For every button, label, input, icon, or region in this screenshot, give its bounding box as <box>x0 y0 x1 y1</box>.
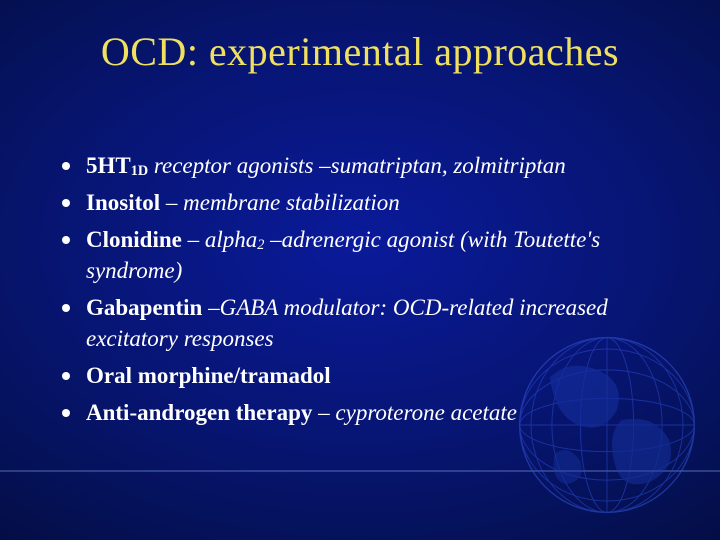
bullet-list: 5HT1D receptor agonists –sumatriptan, zo… <box>62 150 672 434</box>
slide: OCD: experimental approaches 5HT1D recep… <box>0 0 720 540</box>
bullet-rest: – membrane stabilization <box>160 190 400 215</box>
slide-title: OCD: experimental approaches <box>0 28 720 75</box>
bullet-text: 5HT1D receptor agonists –sumatriptan, zo… <box>86 150 566 181</box>
bullet-text: Inositol – membrane stabilization <box>86 187 400 218</box>
bullet-icon <box>62 372 70 380</box>
bullet-rest: – cyproterone acetate <box>312 400 517 425</box>
bullet-icon <box>62 236 70 244</box>
bullet-bold: Anti-androgen therapy <box>86 400 312 425</box>
bullet-bold: 5HT1D <box>86 153 148 178</box>
list-item: Anti-androgen therapy – cyproterone acet… <box>62 397 672 428</box>
bullet-icon <box>62 162 70 170</box>
bullet-rest: receptor agonists –sumatriptan, zolmitri… <box>148 153 566 178</box>
bullet-bold: Clonidine <box>86 227 182 252</box>
bullet-text: Gabapentin –GABA modulator: OCD-related … <box>86 292 672 354</box>
bullet-icon <box>62 199 70 207</box>
bullet-text: Anti-androgen therapy – cyproterone acet… <box>86 397 517 428</box>
list-item: Gabapentin –GABA modulator: OCD-related … <box>62 292 672 354</box>
footer-divider <box>0 470 720 472</box>
list-item: Clonidine – alpha2 –adrenergic agonist (… <box>62 224 672 286</box>
list-item: Inositol – membrane stabilization <box>62 187 672 218</box>
bullet-text: Oral morphine/tramadol <box>86 360 331 391</box>
bullet-icon <box>62 304 70 312</box>
bullet-icon <box>62 409 70 417</box>
bullet-bold: Inositol <box>86 190 160 215</box>
bullet-bold: Gabapentin <box>86 295 202 320</box>
bullet-bold: Oral morphine/tramadol <box>86 363 331 388</box>
list-item: Oral morphine/tramadol <box>62 360 672 391</box>
list-item: 5HT1D receptor agonists –sumatriptan, zo… <box>62 150 672 181</box>
bullet-text: Clonidine – alpha2 –adrenergic agonist (… <box>86 224 672 286</box>
